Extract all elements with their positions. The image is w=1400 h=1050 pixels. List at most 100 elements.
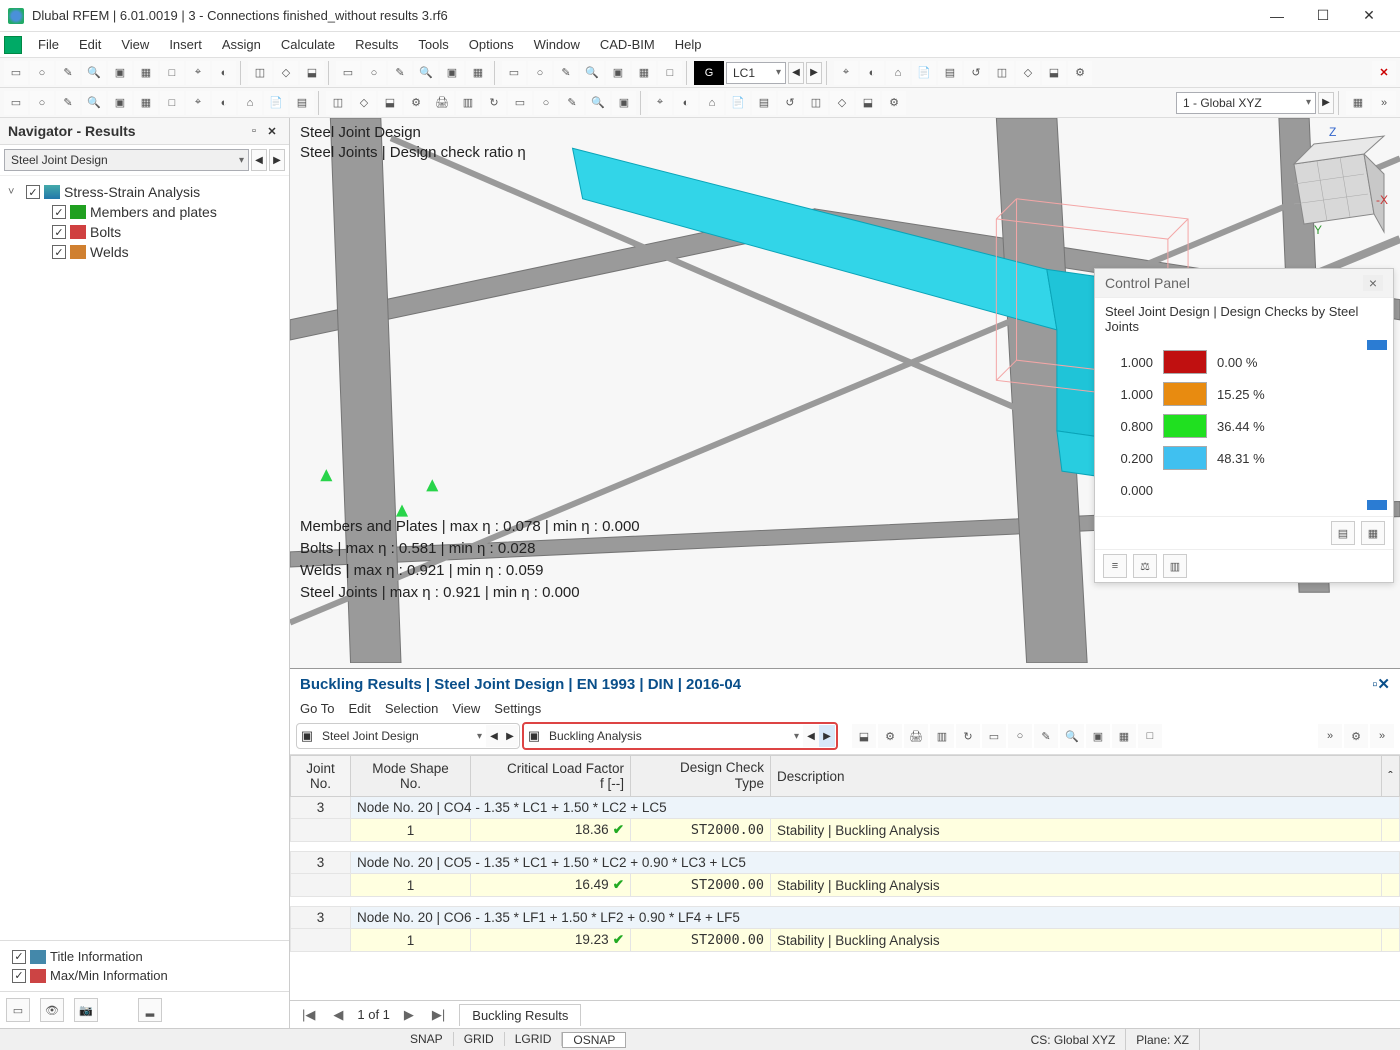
toolbar-button[interactable]: ▣ [612, 91, 636, 115]
toolbar-button[interactable]: □ [658, 61, 682, 85]
loadcase-prev[interactable]: ◀ [788, 62, 804, 84]
toolbar-button[interactable]: 🔍 [1060, 724, 1084, 748]
cp-button[interactable]: ▤ [1331, 521, 1355, 545]
toolbar-button[interactable]: ○ [30, 91, 54, 115]
table-group-row[interactable]: 3Node No. 20 | CO6 - 1.35 * LF1 + 1.50 *… [291, 907, 1400, 929]
toolbar-button[interactable]: ⚙ [1068, 61, 1092, 85]
toolbar-button[interactable]: ⬓ [378, 91, 402, 115]
col-factor[interactable]: Critical Load Factor f [--] [471, 756, 631, 797]
col-desc[interactable]: Description [771, 756, 1382, 797]
status-toggle-osnap[interactable]: OSNAP [562, 1032, 626, 1048]
menu-calculate[interactable]: Calculate [271, 34, 345, 55]
toolbar-button[interactable]: ▣ [440, 61, 464, 85]
option-maxmin-info[interactable]: ✓ Max/Min Information [8, 966, 281, 985]
toolbar-button[interactable]: ▣ [606, 61, 630, 85]
cp-tab-scale[interactable]: ⚖ [1133, 554, 1157, 578]
toolbar-button[interactable]: ◐ [674, 91, 698, 115]
toolbar-button[interactable]: ◐ [860, 61, 884, 85]
tree-root[interactable]: ˅ ✓ Stress-Strain Analysis [4, 182, 285, 202]
control-panel-close[interactable]: × [1363, 275, 1383, 291]
toolbar-button[interactable]: ▣ [1086, 724, 1110, 748]
menu-view[interactable]: View [111, 34, 159, 55]
toolbar-button[interactable]: ⬓ [300, 61, 324, 85]
toolbar-button[interactable]: ⚙ [878, 724, 902, 748]
toolbar-button[interactable]: 🔍 [586, 91, 610, 115]
minimize-button[interactable]: — [1254, 0, 1300, 32]
toolbar-button[interactable]: ○ [30, 61, 54, 85]
panel-float-button[interactable]: ▫ [245, 122, 263, 140]
visibility-button[interactable]: 👁 [40, 998, 64, 1022]
toolbar-button[interactable]: 🔍 [82, 91, 106, 115]
toolbar-button[interactable]: ⌂ [700, 91, 724, 115]
menu-results[interactable]: Results [345, 34, 408, 55]
toolbar-button[interactable]: ↻ [956, 724, 980, 748]
toolbar-button[interactable]: ▭ [336, 61, 360, 85]
toolbar-button[interactable]: ▭ [502, 61, 526, 85]
app-menu-icon[interactable] [4, 36, 22, 54]
results-filter2-highlighted[interactable]: ▣ Buckling Analysis ◀ ▶ [522, 722, 838, 750]
filter1-combo[interactable]: Steel Joint Design [316, 725, 486, 747]
toolbar-button[interactable]: ◫ [326, 91, 350, 115]
toolbar-button[interactable]: ◫ [248, 61, 272, 85]
toolbar-button[interactable]: 🖨 [430, 91, 454, 115]
toolbar-button[interactable]: ↺ [778, 91, 802, 115]
toolbar-button[interactable]: ✎ [560, 91, 584, 115]
toolbar-button[interactable]: ⬓ [852, 724, 876, 748]
toolbar-button[interactable]: ⌂ [238, 91, 262, 115]
toolbar-button[interactable]: ⌖ [186, 61, 210, 85]
results-close[interactable]: ✕ [1377, 675, 1390, 693]
toolbar-button[interactable]: ↻ [482, 91, 506, 115]
menu-insert[interactable]: Insert [159, 34, 212, 55]
panel-close-button[interactable]: ✕ [263, 122, 281, 140]
cp-tab-colors[interactable]: ≡ [1103, 554, 1127, 578]
toolbar-button[interactable]: ▣ [108, 61, 132, 85]
tree-item[interactable]: ✓Welds [4, 242, 285, 262]
toolbar-button[interactable]: ▭ [4, 91, 28, 115]
pager-first[interactable]: |◀ [298, 1007, 319, 1023]
toolbar-button[interactable]: ⌖ [834, 61, 858, 85]
menu-help[interactable]: Help [665, 34, 712, 55]
navigation-cube[interactable]: -X Y Z [1264, 124, 1394, 254]
coord-system-combo[interactable]: 1 - Global XYZ [1176, 92, 1316, 114]
filter2-prev[interactable]: ◀ [803, 725, 819, 747]
menu-options[interactable]: Options [459, 34, 524, 55]
col-mode[interactable]: Mode Shape No. [351, 756, 471, 797]
toolbar-button[interactable]: ✎ [388, 61, 412, 85]
toolbar-button[interactable]: ⚙ [882, 91, 906, 115]
maximize-button[interactable]: ☐ [1300, 0, 1346, 32]
toolbar-button[interactable]: ▤ [752, 91, 776, 115]
toolbar-button[interactable]: 📄 [726, 91, 750, 115]
toolbar-button[interactable]: ▦ [1346, 91, 1370, 115]
pager-next[interactable]: ▶ [400, 1007, 418, 1023]
menu-edit[interactable]: Edit [69, 34, 111, 55]
toolbar-button[interactable]: ▦ [134, 61, 158, 85]
results-menu-settings[interactable]: Settings [494, 701, 541, 716]
legend-slider-bottom[interactable] [1367, 500, 1387, 510]
results-menu-view[interactable]: View [452, 701, 480, 716]
toolbar-button[interactable]: ▦ [1112, 724, 1136, 748]
toolbar-button[interactable]: ✎ [554, 61, 578, 85]
toolbar-button[interactable]: ▭ [508, 91, 532, 115]
toolbar-button[interactable]: ⬓ [1042, 61, 1066, 85]
toolbar-button[interactable]: ▦ [466, 61, 490, 85]
toolbar-button[interactable]: ▦ [632, 61, 656, 85]
navigator-combo[interactable]: Steel Joint Design [4, 149, 249, 171]
toolbar-button[interactable]: ⌂ [886, 61, 910, 85]
toolbar-button[interactable]: ▤ [938, 61, 962, 85]
toolbar-button[interactable]: ○ [362, 61, 386, 85]
toolbar-button[interactable]: ↺ [964, 61, 988, 85]
toolbar-button[interactable]: 🔍 [82, 61, 106, 85]
results-menu-edit[interactable]: Edit [348, 701, 370, 716]
camera-button[interactable]: 📷 [74, 998, 98, 1022]
toolbar-button[interactable]: ▣ [108, 91, 132, 115]
toolbar-button[interactable]: ▭ [4, 61, 28, 85]
footer-button[interactable]: ▂ [138, 998, 162, 1022]
toolbar-button[interactable]: ◐ [212, 61, 236, 85]
results-menu-selection[interactable]: Selection [385, 701, 438, 716]
menu-tools[interactable]: Tools [408, 34, 458, 55]
toolbar-button[interactable]: ▥ [456, 91, 480, 115]
menu-window[interactable]: Window [524, 34, 590, 55]
toolbar-button[interactable]: □ [160, 61, 184, 85]
tree-item[interactable]: ✓Members and plates [4, 202, 285, 222]
col-type[interactable]: Design Check Type [631, 756, 771, 797]
